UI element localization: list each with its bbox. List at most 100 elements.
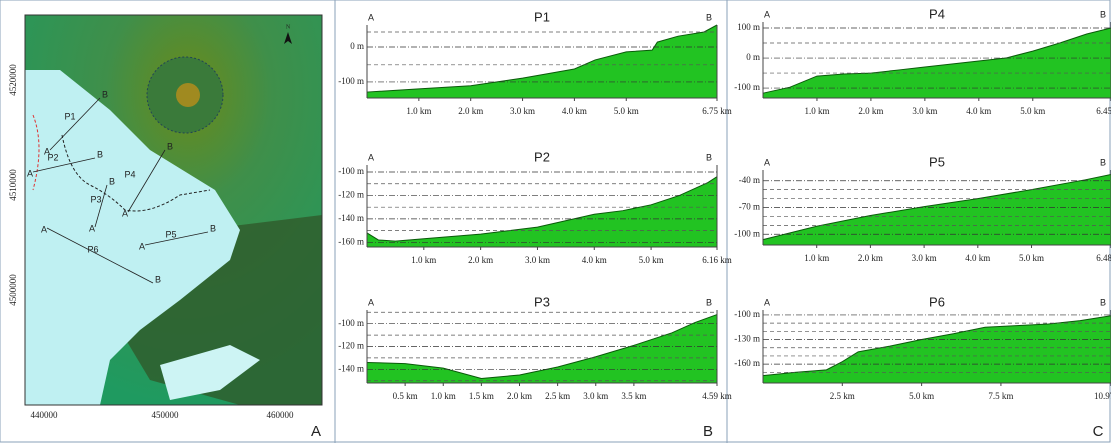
- x-tick-label: 0.5 km: [393, 391, 418, 401]
- x-tick-label: 5.0 km: [614, 106, 639, 116]
- x-tick-label: 5.0 km: [909, 391, 934, 401]
- y-tick-label: 0 m: [746, 52, 760, 62]
- map-profile-end: B: [97, 149, 103, 159]
- x-tick-label: 2.0 km: [858, 253, 883, 263]
- map-crater: [176, 83, 200, 107]
- map-profile-start: A: [41, 224, 47, 234]
- chart-title: P2: [534, 149, 550, 164]
- map-profile-name: P2: [47, 152, 58, 162]
- chart-title: P3: [534, 294, 550, 309]
- y-tick-label: -100 m: [734, 309, 760, 319]
- x-tick-label: 3.0 km: [583, 391, 608, 401]
- y-tick-label: -140 m: [338, 213, 364, 223]
- map-profile-start: A: [89, 223, 95, 233]
- y-tick-label: -70 m: [739, 202, 760, 212]
- x-tick-label: 3.0 km: [912, 253, 937, 263]
- y-tick-label: -140 m: [338, 363, 364, 373]
- x-tick-label: 1.0 km: [804, 253, 829, 263]
- x-tick-label: 10.97 km: [1094, 391, 1111, 401]
- map-profile-name: P4: [124, 169, 135, 179]
- x-tick-label: 1.0 km: [411, 255, 436, 265]
- profile-area: [763, 316, 1111, 383]
- x-tick-label: 4.0 km: [966, 106, 991, 116]
- panel-label: A: [311, 423, 321, 440]
- x-tick-label: 7.5 km: [988, 391, 1013, 401]
- end-label: B: [706, 297, 712, 307]
- x-tick-label: 3.0 km: [912, 106, 937, 116]
- start-label: A: [764, 9, 770, 19]
- map-x-label: 440000: [31, 410, 59, 420]
- start-label: A: [368, 297, 374, 307]
- x-tick-label: 5.0 km: [1019, 253, 1044, 263]
- chart-title: P6: [929, 294, 945, 309]
- x-tick-label: 3.5 km: [621, 391, 646, 401]
- profile-area: [367, 315, 717, 383]
- x-tick-label: 6.48 km: [1096, 253, 1111, 263]
- map-profile-name: P5: [165, 229, 176, 239]
- x-tick-label: 6.45 km: [1096, 106, 1111, 116]
- map-x-label: 460000: [267, 410, 295, 420]
- y-tick-label: -160 m: [734, 358, 760, 368]
- x-tick-label: 1.0 km: [406, 106, 431, 116]
- map-profile-name: P3: [90, 194, 101, 204]
- map-y-label: 4510000: [8, 169, 18, 201]
- profile-area: [367, 25, 717, 98]
- x-tick-label: 5.0 km: [1020, 106, 1045, 116]
- x-tick-label: 1.5 km: [469, 391, 494, 401]
- profile-area: [367, 177, 717, 247]
- map-y-label: 4520000: [8, 64, 18, 96]
- x-tick-label: 2.0 km: [507, 391, 532, 401]
- profile-area: [763, 28, 1111, 98]
- start-label: A: [764, 157, 770, 167]
- panel-label: B: [703, 423, 713, 440]
- map-profile-name: P6: [87, 244, 98, 254]
- y-tick-label: -120 m: [338, 341, 364, 351]
- map-profile-start: A: [122, 208, 128, 218]
- x-tick-label: 2.0 km: [858, 106, 883, 116]
- end-label: B: [1100, 9, 1106, 19]
- map-profile-end: B: [210, 223, 216, 233]
- x-tick-label: 3.0 km: [525, 255, 550, 265]
- x-tick-label: 4.59 km: [702, 391, 732, 401]
- x-tick-label: 4.0 km: [965, 253, 990, 263]
- start-label: A: [368, 12, 374, 22]
- map-x-label: 450000: [152, 410, 180, 420]
- y-tick-label: -100 m: [734, 228, 760, 238]
- x-tick-label: 4.0 km: [582, 255, 607, 265]
- map-profile-end: B: [167, 141, 173, 151]
- map-profile-name: P1: [64, 111, 75, 121]
- x-tick-label: 6.75 km: [702, 106, 732, 116]
- map-profile-start: A: [27, 168, 33, 178]
- x-tick-label: 5.0 km: [639, 255, 664, 265]
- map-profile-end: B: [102, 89, 108, 99]
- x-tick-label: 2.5 km: [545, 391, 570, 401]
- x-tick-label: 3.0 km: [510, 106, 535, 116]
- start-label: A: [764, 297, 770, 307]
- x-tick-label: 2.0 km: [468, 255, 493, 265]
- north-label: N: [286, 24, 291, 30]
- y-tick-label: -120 m: [338, 190, 364, 200]
- y-tick-label: -100 m: [338, 166, 364, 176]
- x-tick-label: 1.0 km: [804, 106, 829, 116]
- figure: N A B C 44000045000046000045200004510000…: [0, 0, 1111, 443]
- chart-title: P1: [534, 9, 550, 24]
- y-tick-label: -100 m: [338, 76, 364, 86]
- y-tick-label: -160 m: [338, 236, 364, 246]
- y-tick-label: 0 m: [350, 41, 364, 51]
- x-tick-label: 2.5 km: [830, 391, 855, 401]
- end-label: B: [1100, 157, 1106, 167]
- y-tick-label: -100 m: [734, 82, 760, 92]
- end-label: B: [1100, 297, 1106, 307]
- start-label: A: [368, 152, 374, 162]
- map-profile-start: A: [139, 241, 145, 251]
- y-tick-label: -130 m: [734, 334, 760, 344]
- map-y-label: 4500000: [8, 274, 18, 306]
- y-tick-label: -100 m: [338, 318, 364, 328]
- chart-title: P4: [929, 6, 945, 21]
- map: N: [25, 15, 322, 405]
- x-tick-label: 4.0 km: [562, 106, 587, 116]
- x-tick-label: 6.16 km: [702, 255, 732, 265]
- y-tick-label: 100 m: [737, 22, 760, 32]
- end-label: B: [706, 12, 712, 22]
- map-profile-end: B: [109, 176, 115, 186]
